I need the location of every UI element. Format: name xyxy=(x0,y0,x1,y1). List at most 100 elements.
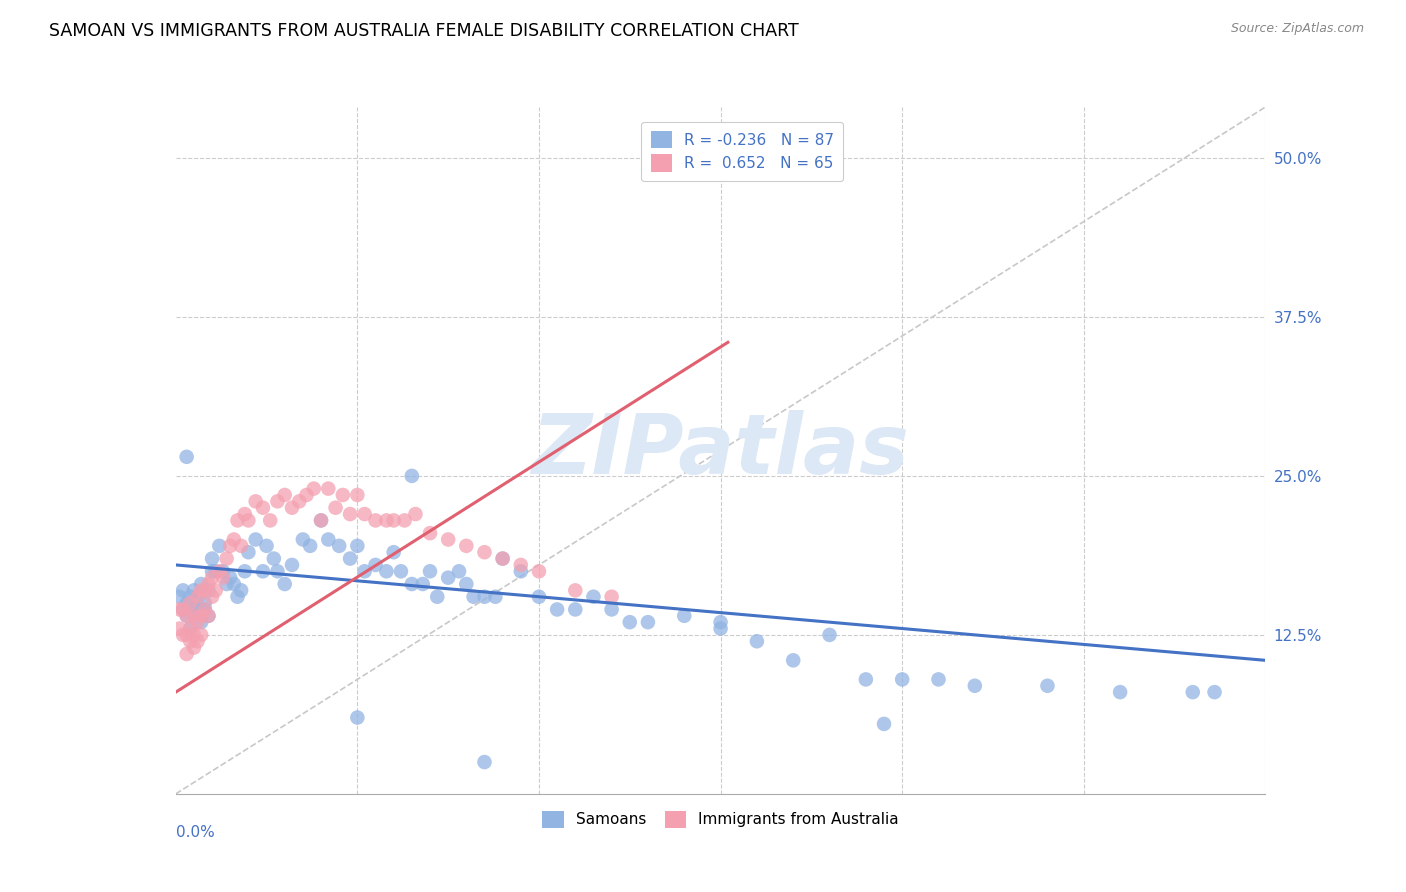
Point xyxy=(252,564,274,578)
Point xyxy=(346,488,368,502)
Point xyxy=(222,577,245,591)
Point xyxy=(318,482,340,496)
Point xyxy=(176,608,198,623)
Point xyxy=(194,583,217,598)
Legend: Samoans, Immigrants from Australia: Samoans, Immigrants from Australia xyxy=(536,805,905,834)
Point xyxy=(186,590,209,604)
Point xyxy=(309,513,332,527)
Point xyxy=(169,602,191,616)
Point xyxy=(405,507,427,521)
Point xyxy=(673,608,696,623)
Point xyxy=(299,539,322,553)
Point xyxy=(509,558,531,572)
Point xyxy=(197,583,219,598)
Point xyxy=(484,590,506,604)
Point xyxy=(194,602,217,616)
Point xyxy=(259,513,281,527)
Point xyxy=(891,673,914,687)
Point xyxy=(288,494,311,508)
Point xyxy=(274,488,297,502)
Point xyxy=(401,577,423,591)
Point xyxy=(201,551,224,566)
Point xyxy=(179,596,201,610)
Point xyxy=(252,500,274,515)
Point xyxy=(382,545,405,559)
Point xyxy=(231,583,253,598)
Point xyxy=(353,507,375,521)
Point xyxy=(172,628,194,642)
Point xyxy=(437,571,460,585)
Point xyxy=(176,628,198,642)
Point xyxy=(215,551,238,566)
Point xyxy=(745,634,768,648)
Text: SAMOAN VS IMMIGRANTS FROM AUSTRALIA FEMALE DISABILITY CORRELATION CHART: SAMOAN VS IMMIGRANTS FROM AUSTRALIA FEMA… xyxy=(49,22,799,40)
Point xyxy=(412,577,434,591)
Point xyxy=(394,513,416,527)
Point xyxy=(226,590,249,604)
Point xyxy=(474,545,496,559)
Point xyxy=(527,590,550,604)
Point xyxy=(197,608,219,623)
Point xyxy=(172,602,194,616)
Point xyxy=(183,608,205,623)
Point xyxy=(456,539,478,553)
Point xyxy=(245,494,267,508)
Point xyxy=(176,450,198,464)
Point xyxy=(222,533,245,547)
Point xyxy=(346,539,368,553)
Point xyxy=(172,583,194,598)
Point xyxy=(190,628,212,642)
Point xyxy=(201,571,224,585)
Point xyxy=(194,602,217,616)
Point xyxy=(619,615,641,630)
Point xyxy=(204,564,226,578)
Point xyxy=(600,590,623,604)
Point xyxy=(190,608,212,623)
Point xyxy=(291,533,314,547)
Text: ZIPatlas: ZIPatlas xyxy=(531,410,910,491)
Point xyxy=(474,590,496,604)
Point xyxy=(710,615,733,630)
Point xyxy=(179,622,201,636)
Point xyxy=(172,602,194,616)
Point xyxy=(710,622,733,636)
Point xyxy=(197,577,219,591)
Point xyxy=(375,564,398,578)
Point xyxy=(231,539,253,553)
Point xyxy=(215,577,238,591)
Point xyxy=(492,551,515,566)
Point xyxy=(208,564,231,578)
Point xyxy=(212,571,235,585)
Point xyxy=(183,583,205,598)
Point xyxy=(600,602,623,616)
Point xyxy=(190,583,212,598)
Point xyxy=(564,583,586,598)
Point xyxy=(564,602,586,616)
Point xyxy=(339,507,361,521)
Point xyxy=(375,513,398,527)
Point xyxy=(325,500,347,515)
Point xyxy=(266,564,288,578)
Point xyxy=(318,533,340,547)
Point xyxy=(179,590,201,604)
Point xyxy=(456,577,478,591)
Point xyxy=(186,634,209,648)
Point xyxy=(1181,685,1204,699)
Point xyxy=(474,755,496,769)
Point xyxy=(197,608,219,623)
Point xyxy=(426,590,449,604)
Text: Source: ZipAtlas.com: Source: ZipAtlas.com xyxy=(1230,22,1364,36)
Point xyxy=(226,513,249,527)
Point xyxy=(546,602,568,616)
Text: 0.0%: 0.0% xyxy=(176,825,215,839)
Point xyxy=(274,577,297,591)
Point xyxy=(339,551,361,566)
Point xyxy=(353,564,375,578)
Point xyxy=(266,494,288,508)
Point xyxy=(492,551,515,566)
Point xyxy=(1036,679,1059,693)
Point xyxy=(295,488,318,502)
Point xyxy=(256,539,278,553)
Point xyxy=(818,628,841,642)
Point xyxy=(176,647,198,661)
